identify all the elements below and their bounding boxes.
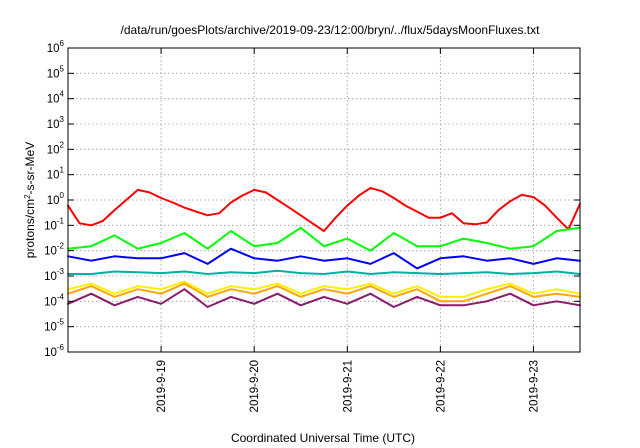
x-tick-label: 2019-9-20 xyxy=(249,360,261,412)
y-tick-label-base: 10 xyxy=(47,119,60,131)
y-tick-label-base: 10 xyxy=(47,94,60,106)
y-tick-label-exp: 4 xyxy=(60,90,65,99)
y-tick-label-base: 10 xyxy=(44,296,57,308)
x-axis-label: Coordinated Universal Time (UTC) xyxy=(231,431,415,445)
y-tick-label-exp: -6 xyxy=(57,343,65,352)
y-tick-label: 10-5 xyxy=(44,318,64,334)
y-tick-label: 102 xyxy=(47,140,65,156)
y-tick-label: 10-6 xyxy=(44,343,64,359)
grid xyxy=(68,48,580,352)
y-tick-label-base: 10 xyxy=(47,144,60,156)
y-tick-label-exp: 1 xyxy=(60,166,65,175)
y-tick-label-exp: -2 xyxy=(57,242,65,251)
series-group xyxy=(67,186,581,308)
series-line xyxy=(67,186,581,232)
series-line xyxy=(67,280,581,298)
y-tick-label: 101 xyxy=(47,166,65,182)
y-tick-label: 10-4 xyxy=(44,292,64,308)
y-tick-label-exp: 3 xyxy=(60,115,65,124)
x-tick-label: 2019-9-19 xyxy=(156,360,168,412)
y-tick-label-exp: -3 xyxy=(57,267,65,276)
y-tick-label-exp: 5 xyxy=(60,64,65,73)
series-line xyxy=(67,247,581,270)
y-tick-label-base: 10 xyxy=(47,68,60,80)
y-axis-label-post: -s-sr-MeV xyxy=(23,142,37,195)
y-tick-label-base: 10 xyxy=(47,170,60,182)
series-line xyxy=(67,269,581,275)
y-tick-label-exp: -1 xyxy=(57,216,65,225)
y-tick-label-base: 10 xyxy=(44,220,57,232)
y-tick-label-base: 10 xyxy=(47,195,60,207)
x-tick-label: 2019-9-21 xyxy=(342,360,354,412)
y-tick-label: 10-2 xyxy=(44,242,64,258)
y-tick-label-exp: -4 xyxy=(57,292,65,301)
y-tick-label-base: 10 xyxy=(44,347,57,359)
y-tick-label: 10-3 xyxy=(44,267,64,283)
y-tick-label: 105 xyxy=(47,64,65,80)
y-tick-label-base: 10 xyxy=(47,43,60,55)
y-axis-label-sup: 2 xyxy=(23,194,32,199)
y-tick-label: 106 xyxy=(47,39,65,55)
chart-title: /data/run/goesPlots/archive/2019-09-23/1… xyxy=(121,23,541,37)
y-tick-label-exp: 0 xyxy=(60,191,65,200)
y-tick-label-base: 10 xyxy=(44,271,57,283)
series-line xyxy=(67,226,581,252)
y-tick-label-exp: 2 xyxy=(60,140,65,149)
y-axis-label: protons/cm2-s-sr-MeV xyxy=(23,142,38,258)
y-tick-label-base: 10 xyxy=(44,322,57,334)
x-tick-label: 2019-9-23 xyxy=(528,360,540,412)
y-tick-label: 10-1 xyxy=(44,216,64,232)
axes: 10-610-510-410-310-210-11001011021031041… xyxy=(44,39,581,412)
y-axis-label-pre: protons/cm xyxy=(23,199,37,258)
y-tick-label-base: 10 xyxy=(44,246,57,258)
series-line xyxy=(67,282,581,303)
series-line xyxy=(67,288,581,308)
plot-frame xyxy=(67,47,581,353)
y-tick-label: 100 xyxy=(47,191,65,207)
y-tick-label-exp: -5 xyxy=(57,318,65,327)
y-tick-label: 104 xyxy=(47,90,65,106)
y-tick-label: 103 xyxy=(47,115,65,131)
y-tick-label-exp: 6 xyxy=(60,39,65,48)
x-tick-label: 2019-9-22 xyxy=(435,360,447,412)
